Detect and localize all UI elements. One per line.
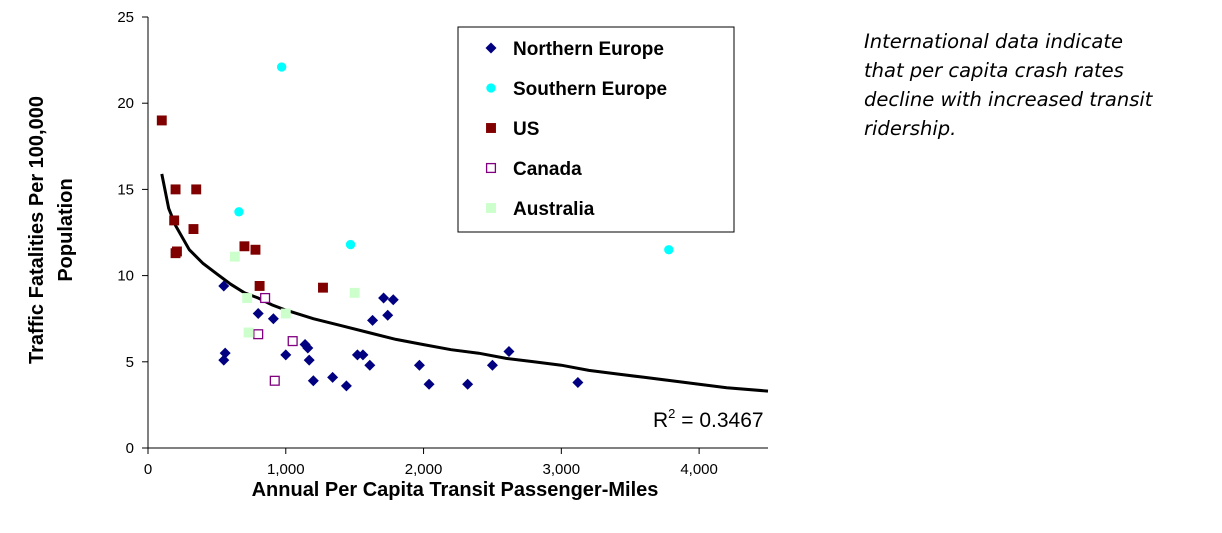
legend-marker-australia xyxy=(486,203,496,213)
data-point-northern-europe xyxy=(423,378,435,390)
data-point-southern-europe xyxy=(345,239,356,250)
x-axis-ticks: 0 1,000 2,000 3,000 4,000 xyxy=(144,448,718,478)
data-point-southern-europe xyxy=(234,207,244,217)
data-point-us xyxy=(318,282,328,293)
data-point-southern-europe xyxy=(276,62,287,72)
data-point-northern-europe xyxy=(382,309,394,321)
data-point-northern-europe xyxy=(367,314,379,326)
y-tick-label: 25 xyxy=(117,9,134,26)
data-point-us xyxy=(191,184,202,195)
data-point-northern-europe xyxy=(327,371,339,383)
y-tick-label: 10 xyxy=(117,268,134,285)
y-axis-title-line-1: Traffic Fatalities Per 100,000 xyxy=(26,96,48,364)
legend-label-northern-europe: Northern Europe xyxy=(513,39,664,60)
data-point-australia xyxy=(243,327,254,338)
legend-marker-canada xyxy=(485,162,497,174)
y-tick-label: 5 xyxy=(126,354,134,371)
caption-line: International data indicate xyxy=(864,30,1124,53)
data-point-australia xyxy=(229,251,240,262)
data-point-canada xyxy=(287,336,298,347)
data-point-northern-europe xyxy=(364,359,376,371)
data-point-northern-europe xyxy=(486,359,498,371)
data-point-northern-europe xyxy=(357,349,369,361)
x-tick-label: 1,000 xyxy=(267,461,305,478)
data-point-australia xyxy=(242,293,253,303)
legend-marker-northern-europe xyxy=(485,42,497,54)
data-point-us xyxy=(188,224,199,235)
y-tick-label: 20 xyxy=(117,95,134,112)
data-point-northern-europe xyxy=(219,347,231,359)
x-tick-label: 0 xyxy=(144,461,152,478)
caption: International data indicate that per cap… xyxy=(864,27,1219,143)
data-point-us xyxy=(254,280,265,291)
data-point-northern-europe xyxy=(302,342,314,354)
data-point-northern-europe xyxy=(462,378,474,390)
data-point-northern-europe xyxy=(340,380,352,392)
data-point-northern-europe xyxy=(218,354,230,366)
legend-label-australia: Australia xyxy=(513,199,595,220)
y-axis-title-line-2: Population xyxy=(55,178,77,281)
legend-label-us: US xyxy=(513,119,539,140)
data-point-us xyxy=(250,244,261,255)
data-point-australia xyxy=(280,308,291,319)
legend-label-southern-europe: Southern Europe xyxy=(513,79,667,100)
data-point-northern-europe xyxy=(218,280,230,292)
scatter-chart: 0 5 10 15 20 25 0 1,000 2,000 3,000 4,000 Annual … xyxy=(26,9,769,501)
r-squared-label: R2 = 0.3467 xyxy=(653,406,764,432)
x-tick-label: 4,000 xyxy=(680,461,718,478)
caption-line: that per capita crash rates xyxy=(864,59,1124,82)
data-point-us xyxy=(169,215,180,226)
legend: Northern Europe Southern Europe US Canada Au… xyxy=(457,26,735,233)
data-point-northern-europe xyxy=(267,313,279,325)
data-point-australia xyxy=(349,287,360,298)
data-points xyxy=(156,62,674,392)
data-point-northern-europe xyxy=(378,292,390,304)
data-point-canada xyxy=(269,375,280,386)
data-point-northern-europe xyxy=(351,349,363,361)
legend-marker-southern-europe xyxy=(486,83,496,93)
data-point-us xyxy=(156,115,167,126)
data-point-northern-europe xyxy=(280,349,292,361)
caption-line: decline with increased transit xyxy=(864,88,1153,111)
legend-label-canada: Canada xyxy=(513,159,582,180)
data-point-northern-europe xyxy=(413,359,425,371)
y-axis-title: Traffic Fatalities Per 100,000 Populatio… xyxy=(26,96,77,364)
legend-marker-us xyxy=(486,123,496,133)
data-point-canada xyxy=(260,292,271,304)
data-point-canada xyxy=(253,329,264,340)
data-point-us xyxy=(239,241,250,252)
data-point-northern-europe xyxy=(307,375,319,387)
caption-line: ridership. xyxy=(864,117,957,140)
data-point-us xyxy=(170,184,181,195)
data-point-northern-europe xyxy=(303,354,315,366)
x-axis-title: Annual Per Capita Transit Passenger-Mile… xyxy=(252,479,659,501)
data-point-southern-europe xyxy=(664,245,674,255)
data-point-northern-europe xyxy=(387,294,399,306)
data-point-northern-europe xyxy=(252,308,264,320)
y-tick-label: 15 xyxy=(117,181,134,198)
legend-box xyxy=(457,26,735,233)
data-point-us xyxy=(171,246,182,257)
x-tick-label: 3,000 xyxy=(543,461,581,478)
x-tick-label: 2,000 xyxy=(405,461,443,478)
data-point-northern-europe xyxy=(503,345,515,357)
y-tick-label: 0 xyxy=(126,440,134,457)
y-axis-ticks: 0 5 10 15 20 25 xyxy=(117,9,148,457)
trendline xyxy=(160,173,769,393)
data-point-northern-europe xyxy=(572,376,584,388)
